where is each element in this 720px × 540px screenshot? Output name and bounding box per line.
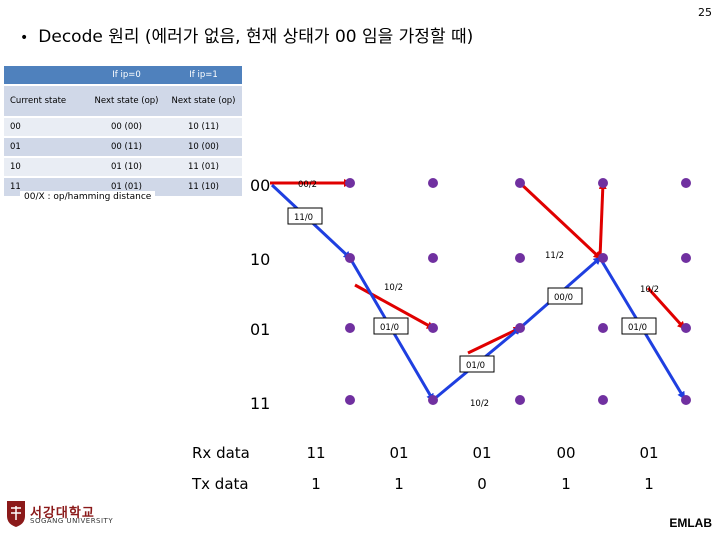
tx-value: 0 xyxy=(477,475,487,493)
trellis-node xyxy=(515,395,525,405)
trellis-node xyxy=(598,395,608,405)
table-cell: 01 (10) xyxy=(88,157,165,178)
table-cell: 10 (00) xyxy=(165,137,242,158)
trellis-node xyxy=(345,395,355,405)
trellis-node xyxy=(345,178,355,188)
table-row: 10 01 (10) 11 (01) xyxy=(4,157,242,178)
edge-label: 10/2 xyxy=(470,399,489,409)
table-header-current-state: Current state xyxy=(4,85,88,118)
trellis-node xyxy=(681,395,691,405)
table-header-ip0: If ip=0 xyxy=(88,66,165,86)
edge-label: 10/2 xyxy=(640,285,659,295)
shield-icon xyxy=(7,501,25,527)
table-header-blank xyxy=(4,66,88,86)
table-cell: 11 (10) xyxy=(165,177,242,198)
state-label-10: 10 xyxy=(250,250,271,269)
table-header-next-state-0: Next state (op) xyxy=(88,85,165,118)
table-cell: 00 (11) xyxy=(88,137,165,158)
university-name-en: SOGANG UNIVERSITY xyxy=(30,517,114,525)
table-cell: 00 xyxy=(4,117,88,138)
title-text: Decode 원리 (에러가 없음, 현재 상태가 00 임을 가정할 때) xyxy=(38,27,474,47)
table-header-ip1: If ip=1 xyxy=(165,66,242,86)
red-path-arrow xyxy=(467,326,522,355)
rx-value: 01 xyxy=(389,444,409,462)
red-path-arrow xyxy=(354,283,435,330)
state-label-11: 11 xyxy=(250,394,271,413)
university-logo: 서강대학교 SOGANG UNIVERSITY xyxy=(6,500,136,530)
table-cell: 00 (00) xyxy=(88,117,165,138)
table-row: 00 00 (00) 10 (11) xyxy=(4,117,242,138)
table-row: 01 00 (11) 10 (00) xyxy=(4,137,242,158)
edge-label: 11/0 xyxy=(294,213,313,223)
trellis-node xyxy=(428,178,438,188)
edge-label: 00/0 xyxy=(554,293,573,303)
trellis-node xyxy=(681,178,691,188)
table-cell: 01 xyxy=(4,137,88,158)
trellis-node xyxy=(515,253,525,263)
trellis-node xyxy=(428,395,438,405)
rx-value: 00 xyxy=(556,444,576,462)
red-path-arrow xyxy=(646,286,686,330)
state-label-01: 01 xyxy=(250,320,271,339)
page-number: 25 xyxy=(698,6,712,19)
state-label-00: 00 xyxy=(250,176,271,195)
tx-value: 1 xyxy=(394,475,404,493)
slide-title: • Decode 원리 (에러가 없음, 현재 상태가 00 임을 가정할 때) xyxy=(20,22,473,47)
rx-value: 01 xyxy=(472,444,492,462)
table-cell: 10 (11) xyxy=(165,117,242,138)
trellis-node xyxy=(515,178,525,188)
trellis-node xyxy=(598,253,608,263)
edge-label: 11/2 xyxy=(545,251,564,261)
rx-value: 01 xyxy=(639,444,659,462)
tx-value: 1 xyxy=(561,475,571,493)
rx-label: Rx data xyxy=(192,444,250,462)
tx-value: 1 xyxy=(644,475,654,493)
tx-label: Tx data xyxy=(192,475,249,493)
trellis-node xyxy=(515,323,525,333)
trellis-node xyxy=(345,253,355,263)
trellis-node xyxy=(598,178,608,188)
trellis-node xyxy=(345,323,355,333)
trellis-node xyxy=(598,323,608,333)
red-path-arrow xyxy=(518,181,602,260)
edge-label: 01/0 xyxy=(628,323,647,333)
trellis-node xyxy=(681,253,691,263)
trellis-node xyxy=(428,253,438,263)
table-cell: 11 (01) xyxy=(165,157,242,178)
edge-label: 00/2 xyxy=(298,180,317,190)
table-cell: 10 xyxy=(4,157,88,178)
edge-label: 01/0 xyxy=(466,361,485,371)
trellis-node xyxy=(681,323,691,333)
table-header-next-state-1: Next state (op) xyxy=(165,85,242,118)
legend-note: 00/X : op/hamming distance xyxy=(20,191,156,203)
edge-label: 10/2 xyxy=(384,283,403,293)
red-path-arrow xyxy=(598,181,607,259)
rx-value: 11 xyxy=(306,444,326,462)
edge-label: 01/0 xyxy=(380,323,399,333)
trellis-nodes xyxy=(345,178,691,405)
tx-value: 1 xyxy=(311,475,321,493)
title-bullet: • xyxy=(20,30,29,46)
university-name-kr: 서강대학교 xyxy=(30,506,95,521)
lab-name: EMLAB xyxy=(669,516,712,530)
trellis-node xyxy=(428,323,438,333)
